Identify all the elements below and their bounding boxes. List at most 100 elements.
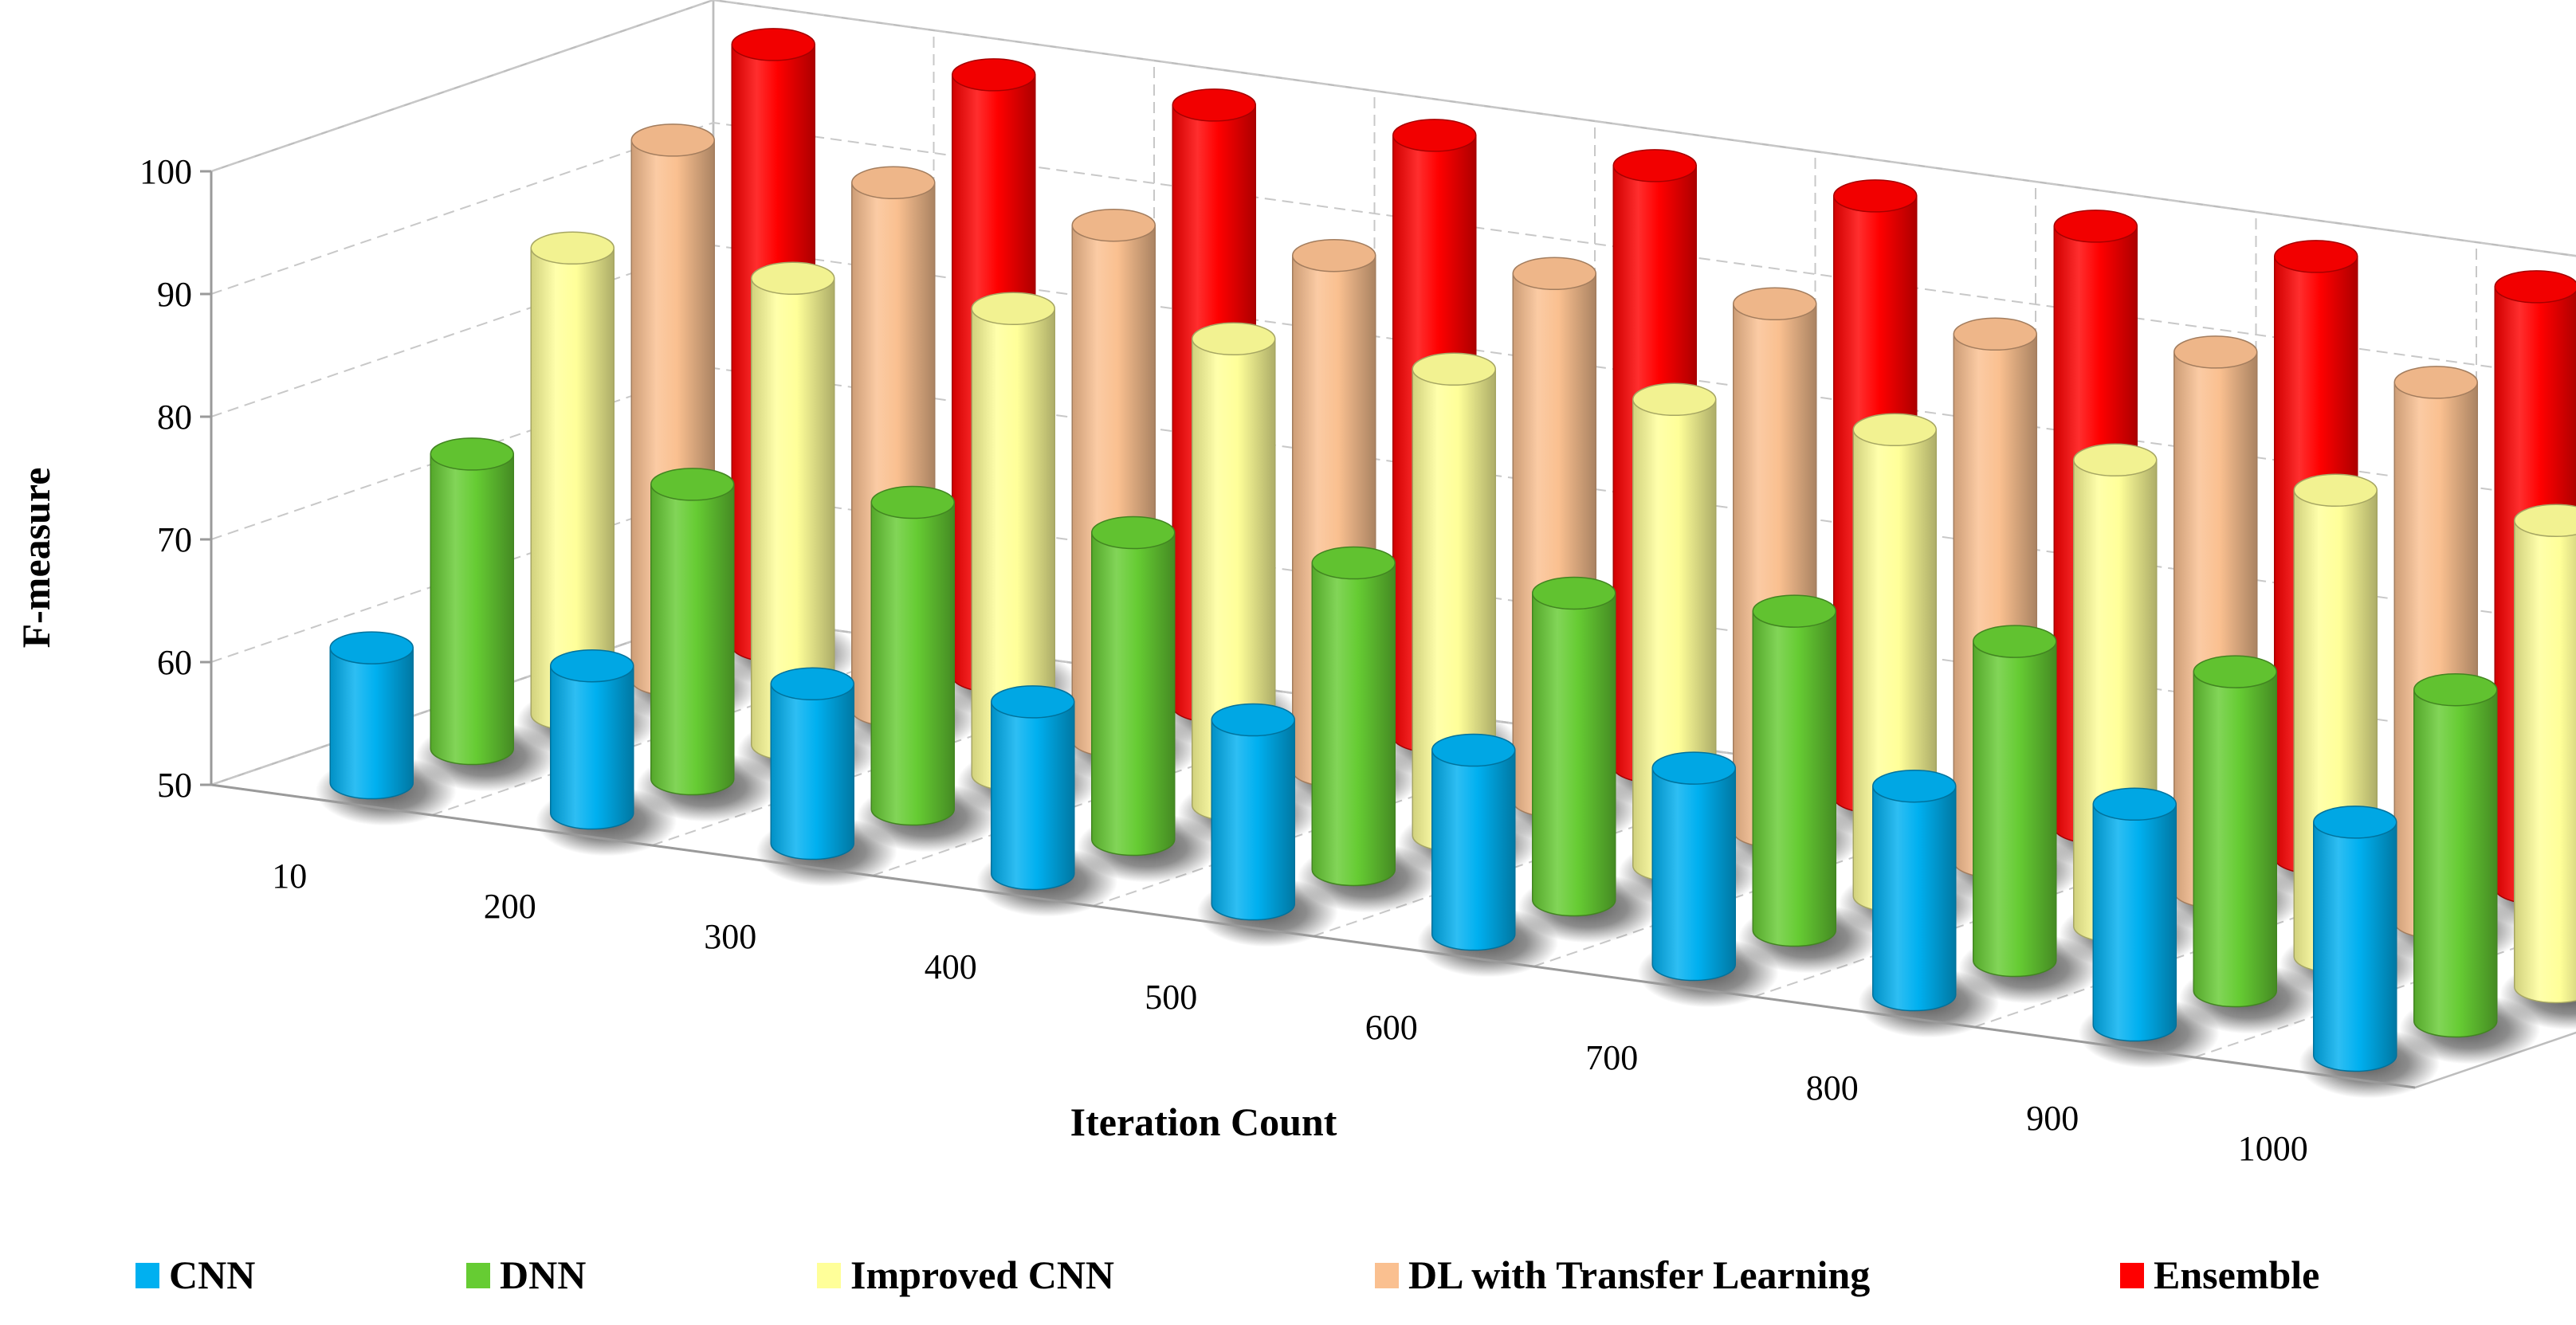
bar-body bbox=[430, 454, 513, 765]
bar-top bbox=[1613, 150, 1696, 182]
bar-dnn-900 bbox=[2193, 656, 2276, 1006]
x-tick-label: 600 bbox=[1365, 1008, 1418, 1047]
legend-item-dl-with-transfer-learning: DL with Transfer Learning bbox=[1375, 1252, 1870, 1297]
bar-body bbox=[551, 666, 634, 829]
legend-item-dnn: DNN bbox=[466, 1252, 586, 1297]
bar-top bbox=[2275, 241, 2358, 272]
bar-top bbox=[2093, 788, 2176, 820]
bar-top bbox=[2414, 674, 2497, 706]
bar-cnn-600 bbox=[1432, 735, 1515, 951]
bar-top bbox=[2074, 444, 2157, 476]
y-tick-label: 100 bbox=[139, 152, 192, 191]
bar-cnn-1000 bbox=[2314, 806, 2397, 1072]
y-axis-title: F-measure bbox=[14, 468, 58, 649]
legend-swatch bbox=[135, 1263, 159, 1288]
bar-body bbox=[1873, 786, 1956, 1011]
bar-dnn-600 bbox=[1533, 578, 1616, 916]
bar-cnn-300 bbox=[771, 668, 854, 859]
bar-top bbox=[1412, 353, 1495, 385]
bar-body bbox=[1753, 611, 1836, 946]
bar-top bbox=[871, 487, 954, 519]
legend-label: CNN bbox=[169, 1252, 255, 1297]
bar-top bbox=[1734, 288, 1816, 319]
bar-cnn-10 bbox=[330, 632, 413, 798]
bar-body bbox=[2314, 822, 2397, 1072]
bar-top bbox=[2174, 336, 2257, 368]
bar-top bbox=[531, 232, 614, 264]
bar-dnn-300 bbox=[871, 487, 954, 825]
bar-top bbox=[2314, 806, 2397, 838]
bar-top bbox=[1954, 318, 2036, 350]
legend-label: Improved CNN bbox=[850, 1252, 1114, 1297]
bar-dnn-700 bbox=[1753, 595, 1836, 946]
bar-dnn-200 bbox=[651, 468, 734, 795]
bar-top bbox=[1652, 752, 1735, 784]
x-tick-label: 700 bbox=[1585, 1038, 1638, 1077]
bar-top bbox=[1393, 120, 1476, 151]
legend-swatch bbox=[817, 1263, 841, 1288]
y-tick-label: 60 bbox=[157, 643, 192, 682]
bar-dnn-1000 bbox=[2414, 674, 2497, 1037]
bar-body bbox=[1092, 533, 1175, 856]
legend: CNN DNN Improved CNN DL with Transfer Learn… bbox=[135, 1252, 2319, 1297]
bar-body bbox=[651, 484, 734, 795]
bar-body bbox=[330, 648, 413, 798]
x-tick-label: 10 bbox=[272, 857, 307, 896]
legend-swatch bbox=[466, 1263, 490, 1288]
bar-top bbox=[1172, 89, 1255, 121]
x-tick-label: 900 bbox=[2026, 1099, 2079, 1138]
bar-top bbox=[1211, 704, 1294, 736]
bar-top bbox=[1293, 240, 1376, 272]
bar-top bbox=[1432, 735, 1515, 766]
bar-cnn-200 bbox=[551, 650, 634, 829]
legend-swatch bbox=[1375, 1263, 1399, 1288]
bar-body bbox=[771, 684, 854, 859]
bar-body bbox=[1652, 768, 1735, 980]
bar-cnn-800 bbox=[1873, 770, 1956, 1011]
bar-top bbox=[752, 262, 834, 294]
bar-top bbox=[1873, 770, 1956, 802]
bar-top bbox=[551, 650, 634, 682]
bar-top bbox=[1192, 323, 1275, 355]
bar-body bbox=[1533, 594, 1616, 916]
bar-top bbox=[2193, 656, 2276, 688]
bar-dnn-500 bbox=[1312, 547, 1395, 886]
bar-top bbox=[1633, 383, 1716, 415]
legend-item-cnn: CNN bbox=[135, 1252, 255, 1297]
bar-dnn-800 bbox=[1973, 625, 2056, 976]
bar-body bbox=[1432, 751, 1515, 951]
bar-dnn-400 bbox=[1092, 517, 1175, 856]
x-tick-label: 1000 bbox=[2238, 1129, 2308, 1168]
bar-body bbox=[1973, 641, 2056, 976]
bar-body bbox=[2414, 690, 2497, 1037]
bar-top bbox=[1312, 547, 1395, 579]
bar-top bbox=[2054, 210, 2137, 242]
bar-top bbox=[972, 292, 1054, 324]
y-tick-label: 70 bbox=[157, 520, 192, 559]
bar-body bbox=[1211, 720, 1294, 920]
x-tick-label: 200 bbox=[484, 887, 536, 926]
bar-top bbox=[2294, 474, 2377, 506]
bar-top bbox=[330, 632, 413, 664]
legend-swatch bbox=[2120, 1263, 2144, 1288]
legend-label: DNN bbox=[500, 1252, 586, 1297]
x-tick-label: 800 bbox=[1806, 1068, 1859, 1107]
x-tick-label: 300 bbox=[704, 917, 756, 956]
bars-layer bbox=[330, 29, 2576, 1072]
bar-body bbox=[2193, 672, 2276, 1006]
bar-top bbox=[852, 167, 935, 198]
bar-top bbox=[1513, 257, 1596, 289]
y-tick-label: 80 bbox=[157, 398, 192, 437]
bar-body bbox=[2093, 804, 2176, 1041]
y-tick-label: 50 bbox=[157, 766, 192, 805]
y-tick-label: 90 bbox=[157, 275, 192, 314]
bar-cnn-900 bbox=[2093, 788, 2176, 1041]
bar-top bbox=[992, 686, 1074, 718]
bar-cnn-500 bbox=[1211, 704, 1294, 920]
bar-top bbox=[2495, 271, 2576, 303]
bar-top bbox=[651, 468, 734, 500]
bar-top bbox=[771, 668, 854, 700]
bar-body bbox=[2515, 520, 2576, 1002]
